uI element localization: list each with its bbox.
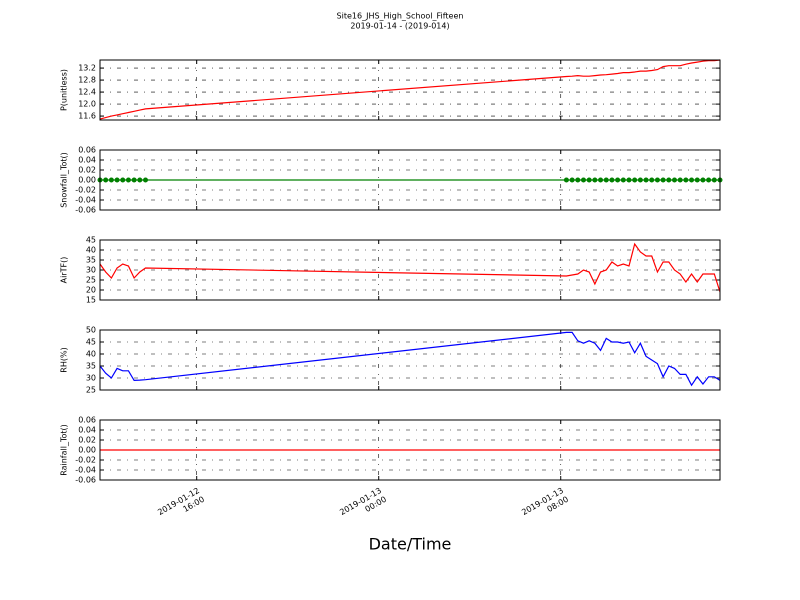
y-tick-label: 20 — [86, 286, 96, 295]
plot-frame — [99, 239, 721, 301]
series-line — [99, 242, 721, 293]
point — [120, 177, 126, 183]
point — [643, 177, 649, 183]
y-tick-label: 30 — [86, 374, 96, 383]
point — [620, 177, 626, 183]
y-tick-label: -0.04 — [75, 466, 96, 475]
point — [114, 177, 120, 183]
y-tick-label: 30 — [86, 266, 96, 275]
y-tick-label: 45 — [86, 236, 96, 245]
plot-frame — [99, 59, 721, 121]
y-tick-label: 15 — [86, 296, 96, 305]
y-tick-label: 0.02 — [78, 436, 96, 445]
chart-subtitle: 2019-01-14 - (2019-014) — [350, 22, 449, 31]
point — [137, 177, 143, 183]
y-tick-label: -0.06 — [75, 476, 96, 485]
series-line — [99, 59, 721, 120]
point — [569, 177, 575, 183]
y-tick-label: 50 — [86, 326, 96, 335]
point — [660, 177, 666, 183]
y-tick-label: 0.00 — [78, 176, 96, 185]
y-tick-label: -0.04 — [75, 196, 96, 205]
point — [700, 177, 706, 183]
y-tick-label: 35 — [86, 362, 96, 371]
series-line — [99, 331, 721, 387]
y-axis-label: P(unitless) — [60, 69, 69, 111]
y-tick-label: 40 — [86, 246, 96, 255]
point — [637, 177, 643, 183]
point — [683, 177, 689, 183]
point — [615, 177, 621, 183]
point — [689, 177, 695, 183]
y-tick-label: 0.04 — [78, 426, 96, 435]
plot-frame — [99, 329, 721, 391]
y-tick-label: 0.04 — [78, 156, 96, 165]
y-tick-label: -0.02 — [75, 186, 96, 195]
point — [598, 177, 604, 183]
y-tick-label: 25 — [86, 386, 96, 395]
point — [609, 177, 615, 183]
point — [654, 177, 660, 183]
y-tick-label: 11.6 — [78, 112, 96, 121]
y-tick-label: 12.0 — [78, 100, 96, 109]
y-tick-label: 0.06 — [78, 146, 96, 155]
point — [575, 177, 581, 183]
y-axis-label: Rainfall_Tot() — [60, 424, 69, 476]
y-tick-label: 45 — [86, 338, 96, 347]
y-axis-label: Snowfall_Tot() — [60, 152, 69, 208]
point — [711, 177, 717, 183]
y-tick-label: 35 — [86, 256, 96, 265]
point — [649, 177, 655, 183]
y-tick-label: 12.4 — [78, 88, 96, 97]
point — [626, 177, 632, 183]
point — [125, 177, 131, 183]
point — [103, 177, 109, 183]
y-tick-label: 0.06 — [78, 416, 96, 425]
point — [666, 177, 672, 183]
point — [603, 177, 609, 183]
point — [586, 177, 592, 183]
point — [580, 177, 586, 183]
plot-frame — [99, 149, 721, 211]
point — [131, 177, 137, 183]
plot-frame — [99, 419, 721, 481]
x-axis-label: Date/Time — [369, 535, 452, 554]
y-tick-label: 13.2 — [78, 64, 96, 73]
point — [706, 177, 712, 183]
chart-title: Site16_JHS_High_School_Fifteen — [337, 12, 464, 21]
y-tick-label: 12.8 — [78, 76, 96, 85]
point — [563, 177, 569, 183]
point — [694, 177, 700, 183]
y-tick-label: 40 — [86, 350, 96, 359]
point — [677, 177, 683, 183]
y-axis-label: RH(%) — [60, 347, 69, 372]
point — [143, 177, 149, 183]
point — [108, 177, 114, 183]
y-tick-label: 0.00 — [78, 446, 96, 455]
y-tick-label: 25 — [86, 276, 96, 285]
point — [632, 177, 638, 183]
y-tick-label: 0.02 — [78, 166, 96, 175]
point — [592, 177, 598, 183]
y-tick-label: -0.02 — [75, 456, 96, 465]
y-tick-label: -0.06 — [75, 206, 96, 215]
y-axis-label: AirTF() — [60, 257, 69, 284]
point — [671, 177, 677, 183]
